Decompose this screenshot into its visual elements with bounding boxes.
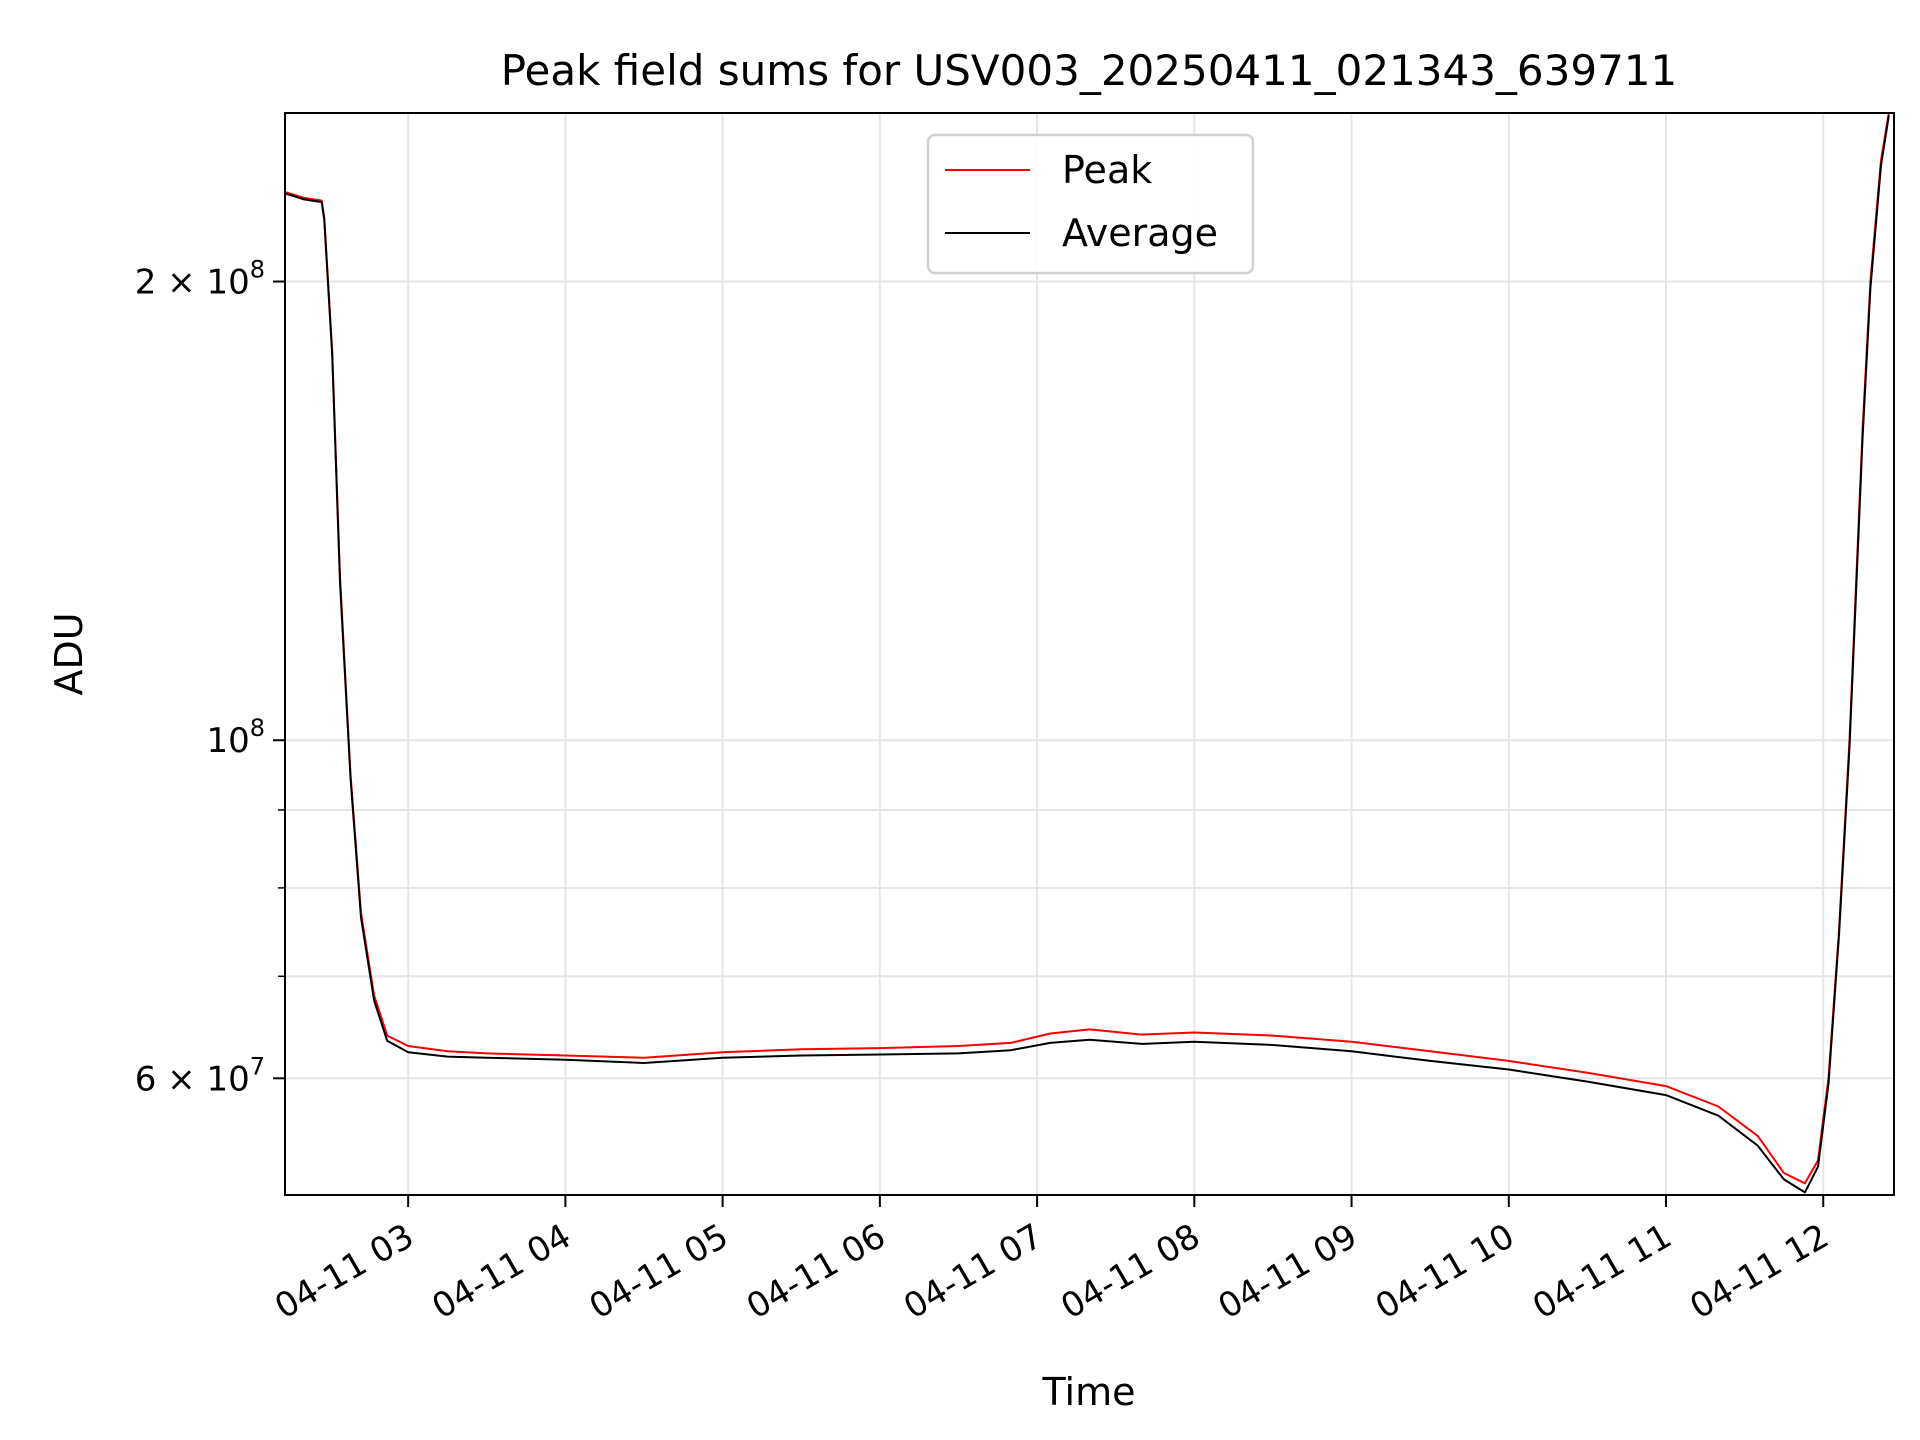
average-point bbox=[1665, 1094, 1667, 1096]
peak-point bbox=[1272, 1035, 1274, 1037]
average-point bbox=[360, 916, 362, 919]
average-point bbox=[407, 1051, 409, 1053]
average-point bbox=[1141, 1043, 1143, 1045]
peak-point bbox=[486, 1052, 488, 1054]
peak-point bbox=[564, 1054, 567, 1057]
average-point bbox=[1717, 1115, 1719, 1117]
average-point bbox=[879, 1053, 881, 1056]
y-tick-label: 2 × 108 bbox=[135, 256, 265, 303]
peak-point bbox=[643, 1057, 645, 1059]
average-point bbox=[386, 1040, 388, 1042]
average-point bbox=[1848, 746, 1851, 748]
peak-point bbox=[1010, 1042, 1012, 1044]
y-axis-label: ADU bbox=[47, 612, 91, 695]
peak-point bbox=[1351, 1041, 1353, 1043]
peak-point bbox=[800, 1048, 802, 1050]
average-point bbox=[1783, 1178, 1785, 1180]
peak-point bbox=[1804, 1182, 1806, 1184]
average-point bbox=[321, 201, 323, 203]
average-point bbox=[1351, 1050, 1353, 1052]
peak-point bbox=[1508, 1060, 1510, 1062]
x-axis-label: Time bbox=[1042, 1370, 1136, 1414]
average-point bbox=[486, 1057, 488, 1059]
average-point bbox=[1888, 115, 1890, 117]
average-point bbox=[643, 1062, 645, 1064]
average-point bbox=[722, 1057, 724, 1059]
peak-point bbox=[386, 1035, 388, 1037]
average-point bbox=[1429, 1060, 1431, 1062]
peak-point bbox=[1088, 1028, 1091, 1030]
peak-point bbox=[1757, 1135, 1759, 1137]
peak-point bbox=[1783, 1172, 1785, 1174]
average-point bbox=[373, 999, 375, 1002]
average-point bbox=[1817, 1166, 1819, 1168]
peak-point bbox=[1717, 1105, 1719, 1108]
average-point bbox=[1088, 1039, 1091, 1041]
average-point bbox=[339, 581, 341, 583]
chart-title: Peak field sums for USV003_20250411_0213… bbox=[501, 46, 1678, 95]
y-tick-exponent: 8 bbox=[250, 256, 265, 284]
peak-point bbox=[321, 200, 323, 202]
average-point bbox=[1586, 1081, 1588, 1083]
average-point bbox=[957, 1052, 960, 1054]
peak-point bbox=[1665, 1085, 1667, 1087]
peak-point bbox=[1049, 1032, 1051, 1035]
legend-average-label: Average bbox=[1062, 211, 1218, 255]
peak-point bbox=[879, 1047, 881, 1049]
average-point bbox=[1862, 436, 1864, 439]
average-point bbox=[1272, 1044, 1274, 1046]
y-tick-label: 6 × 107 bbox=[135, 1052, 265, 1099]
average-point bbox=[1010, 1049, 1012, 1051]
average-point bbox=[1869, 287, 1871, 289]
peak-point bbox=[722, 1051, 724, 1053]
legend-peak-label: Peak bbox=[1062, 148, 1152, 192]
average-point bbox=[564, 1059, 567, 1061]
peak-point bbox=[957, 1045, 960, 1047]
average-point bbox=[1827, 1083, 1830, 1085]
grid bbox=[285, 113, 1894, 1195]
average-point bbox=[1508, 1068, 1510, 1071]
y-tick-exponent: 7 bbox=[250, 1052, 265, 1080]
series-average-line bbox=[284, 115, 1890, 1194]
peak-point bbox=[1429, 1050, 1431, 1052]
peak-point bbox=[1586, 1072, 1588, 1074]
legend: Peak Average bbox=[926, 133, 1255, 275]
average-point bbox=[1880, 165, 1882, 167]
y-tick-label: 108 bbox=[206, 714, 265, 761]
average-point bbox=[1049, 1042, 1051, 1044]
average-point bbox=[800, 1054, 802, 1057]
average-point bbox=[1838, 934, 1840, 936]
plot-frame bbox=[284, 112, 1895, 1196]
average-point bbox=[331, 354, 333, 356]
peak-point bbox=[302, 197, 304, 199]
average-point bbox=[1757, 1145, 1759, 1147]
peak-point bbox=[1141, 1034, 1143, 1036]
average-point bbox=[1804, 1191, 1806, 1193]
average-point bbox=[349, 777, 352, 779]
peak-point bbox=[446, 1050, 449, 1052]
average-point bbox=[1193, 1041, 1195, 1043]
average-point bbox=[323, 219, 325, 221]
average-point bbox=[302, 198, 304, 200]
y-tick-mantissa: 2 × 10 bbox=[135, 263, 250, 303]
peak-point bbox=[1193, 1031, 1195, 1034]
y-tick-mantissa: 6 × 10 bbox=[135, 1059, 250, 1099]
y-tick-mantissa: 10 bbox=[206, 721, 249, 761]
peak-point bbox=[407, 1045, 409, 1047]
y-tick-exponent: 8 bbox=[250, 714, 265, 742]
average-point bbox=[446, 1056, 449, 1058]
series-layer bbox=[284, 112, 1890, 1194]
